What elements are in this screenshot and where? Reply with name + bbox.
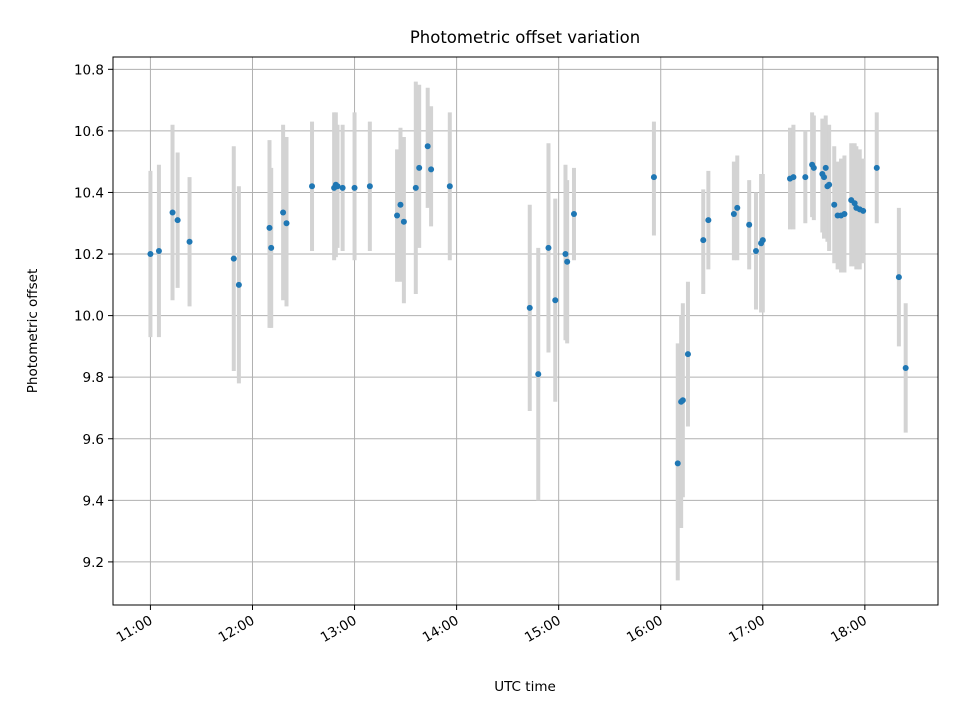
data-point [428, 166, 435, 173]
data-point [851, 200, 858, 207]
data-point [746, 221, 753, 228]
data-point [412, 184, 419, 191]
data-point [169, 209, 176, 216]
data-point [186, 238, 193, 245]
data-point [552, 297, 559, 304]
data-point [674, 460, 681, 467]
data-point [752, 247, 759, 254]
data-point [351, 184, 358, 191]
data-point [564, 258, 571, 265]
data-point [790, 174, 797, 181]
data-point [841, 211, 848, 218]
data-points [147, 143, 909, 467]
data-point [366, 183, 373, 190]
data-point [416, 164, 423, 171]
data-point [873, 164, 880, 171]
y-tick-label: 9.6 [83, 432, 104, 448]
y-tick-label: 10.8 [74, 62, 104, 78]
data-point [266, 224, 273, 231]
data-point [679, 397, 686, 404]
y-tick-label: 10.2 [74, 247, 104, 263]
data-point [535, 371, 542, 378]
y-axis-ticks: 9.2 9.4 9.6 9.8 10.0 10.2 10.4 10.6 10.8 [74, 62, 113, 571]
data-point [235, 281, 242, 288]
data-point [230, 255, 237, 262]
data-point [394, 212, 401, 219]
data-point [147, 251, 154, 258]
plot-frame [112, 56, 939, 606]
data-point [397, 201, 404, 208]
y-tick-label: 9.8 [83, 370, 104, 386]
grid [113, 57, 938, 605]
y-tick-label: 10.4 [74, 185, 104, 201]
data-point [268, 244, 275, 251]
data-point [734, 204, 741, 211]
data-point [400, 218, 407, 225]
y-tick-label: 9.4 [83, 493, 104, 509]
data-point [821, 174, 828, 181]
data-point [822, 164, 829, 171]
data-point [759, 237, 766, 244]
data-point [650, 174, 657, 181]
data-point [895, 274, 902, 281]
y-axis-label: Photometric offset [25, 269, 41, 393]
data-point [831, 201, 838, 208]
data-point [280, 209, 287, 216]
data-point [802, 174, 809, 181]
data-point [424, 143, 431, 150]
data-point [860, 207, 867, 214]
data-point [155, 247, 162, 254]
data-point [309, 183, 316, 190]
data-point [705, 217, 712, 224]
x-axis-label: UTC time [494, 679, 556, 695]
data-point [339, 184, 346, 191]
data-point [826, 181, 833, 188]
data-point [700, 237, 707, 244]
y-tick-label: 9.2 [83, 555, 104, 571]
data-point [902, 364, 909, 371]
data-point [730, 211, 737, 218]
data-point [446, 183, 453, 190]
data-point [562, 251, 569, 258]
data-point [334, 183, 341, 190]
data-point [570, 211, 577, 218]
y-tick-label: 10.0 [74, 309, 104, 325]
data-point [174, 217, 181, 224]
data-point [684, 351, 691, 358]
data-point [545, 244, 552, 251]
data-point [526, 304, 533, 311]
data-point [810, 164, 817, 171]
y-tick-label: 10.6 [74, 124, 104, 140]
data-point [283, 220, 290, 227]
chart-title: Photometric offset variation [410, 28, 640, 47]
